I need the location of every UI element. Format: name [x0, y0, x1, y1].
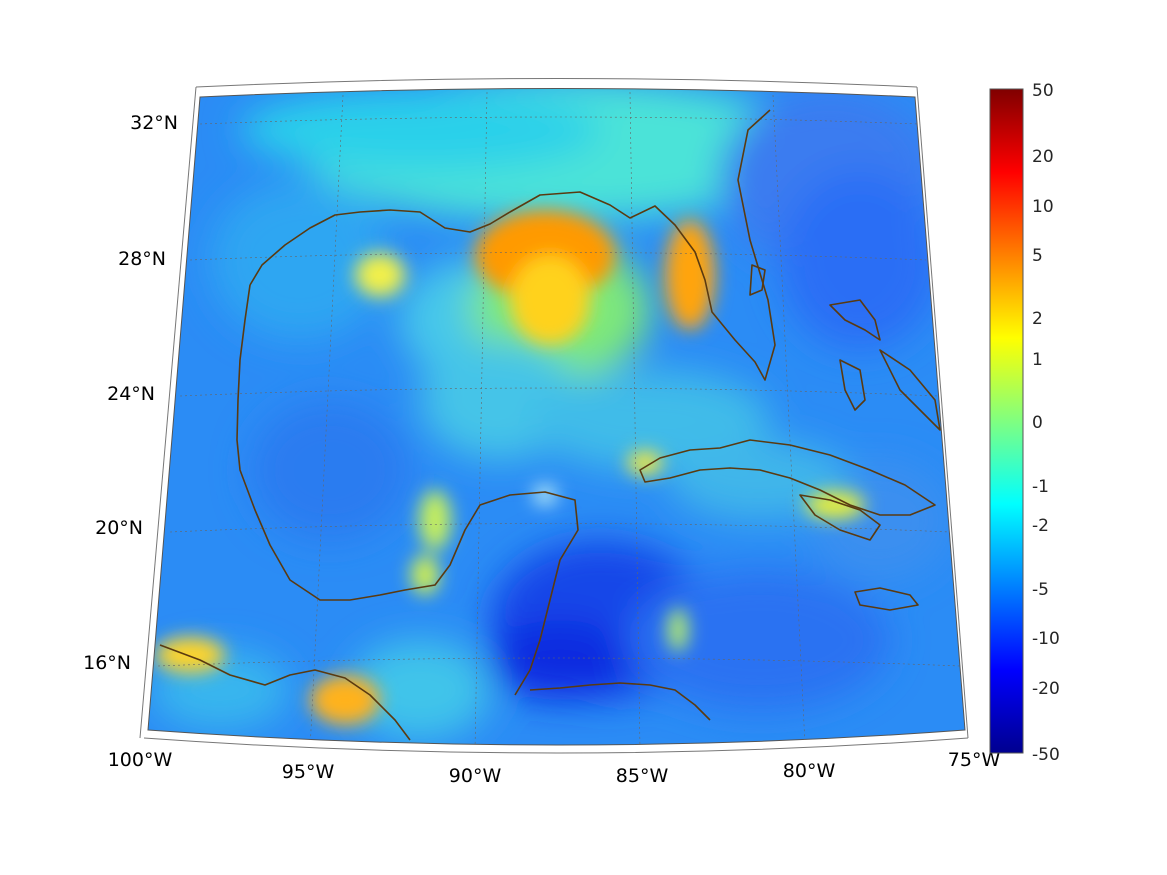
coastlines: [159, 109, 941, 741]
lon-label-85w: 85°W: [616, 765, 669, 787]
map-frame: [147, 88, 966, 746]
lon-label-90w: 90°W: [449, 765, 502, 787]
colorbar-label-neg2: -2: [1032, 516, 1049, 536]
colorbar-label-0: 0: [1032, 413, 1043, 433]
colorbar: 50 20 10 5 2 1 0 -1 -2 -5 -10 -20 -50: [989, 81, 1060, 765]
latitude-labels: 32°N 28°N 24°N 20°N 16°N: [83, 112, 178, 674]
lat-label-20n: 20°N: [95, 517, 143, 539]
lat-label-16n: 16°N: [83, 652, 131, 674]
colorbar-label-neg20: -20: [1032, 679, 1060, 699]
colorbar-label-10: 10: [1032, 197, 1054, 217]
colorbar-label-neg5: -5: [1032, 580, 1049, 600]
colorbar-label-neg1: -1: [1032, 477, 1049, 497]
lon-label-80w: 80°W: [783, 760, 836, 782]
colorbar-label-neg10: -10: [1032, 629, 1060, 649]
colorbar-label-neg50: -50: [1032, 745, 1060, 765]
colorbar-label-1: 1: [1032, 350, 1043, 370]
lon-label-95w: 95°W: [282, 761, 335, 783]
graticule: [157, 91, 961, 745]
colorbar-scale: [989, 88, 1024, 754]
colorbar-label-20: 20: [1032, 147, 1054, 167]
longitude-labels: 100°W 95°W 90°W 85°W 80°W 75°W: [108, 749, 1001, 787]
colorbar-label-2: 2: [1032, 309, 1043, 329]
data-field: [148, 88, 965, 745]
lat-label-28n: 28°N: [118, 248, 166, 270]
colorbar-label-50: 50: [1032, 81, 1054, 101]
colorbar-label-5: 5: [1032, 246, 1043, 266]
lat-label-32n: 32°N: [130, 112, 178, 134]
lat-label-24n: 24°N: [107, 383, 155, 405]
lon-label-100w: 100°W: [108, 749, 173, 771]
lon-label-75w: 75°W: [948, 749, 1001, 771]
